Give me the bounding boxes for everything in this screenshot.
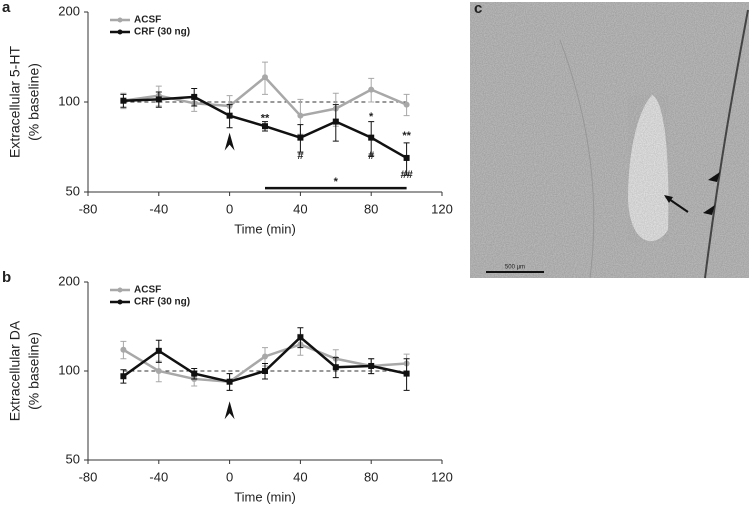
y-tick-label: 100 xyxy=(58,362,80,377)
legend-marker xyxy=(117,299,123,305)
x-tick-label: -40 xyxy=(149,469,168,484)
marker xyxy=(368,134,375,141)
marker xyxy=(403,370,410,377)
y-tick-label: 200 xyxy=(58,273,80,288)
x-axis-title: Time (min) xyxy=(234,489,296,504)
chart: b 50 100 200 -80 -40 0 40 80 120 Time (min) Extrace… xyxy=(2,269,453,504)
x-tick-label: 40 xyxy=(293,201,307,216)
arrow xyxy=(224,401,235,420)
marker xyxy=(120,97,127,104)
legend-label: ACSF xyxy=(134,15,161,26)
marker xyxy=(403,101,410,108)
marker xyxy=(332,364,339,371)
y-tick-label: 200 xyxy=(58,3,80,18)
y-tick-label: 50 xyxy=(66,451,80,466)
x-tick-label: 80 xyxy=(364,201,378,216)
x-tick-label: 0 xyxy=(226,469,233,484)
marker xyxy=(262,74,268,81)
marker xyxy=(368,362,375,369)
x-tick-label: 40 xyxy=(293,469,307,484)
marker xyxy=(368,86,375,93)
y-axis-title: (% baseline) xyxy=(26,332,42,410)
y-tick-label: 50 xyxy=(66,183,80,198)
annotation: ** xyxy=(402,130,411,142)
legend-marker xyxy=(117,17,123,23)
marker xyxy=(297,112,304,119)
marker xyxy=(297,334,304,341)
x-tick-label: -80 xyxy=(79,201,98,216)
x-tick-label: 120 xyxy=(431,469,453,484)
marker xyxy=(226,112,233,119)
marker xyxy=(120,373,127,380)
legend-label: ACSF xyxy=(134,285,161,296)
scale-label: 500 µm xyxy=(505,265,525,271)
legend-label: CRF (30 ng) xyxy=(134,27,190,38)
y-axis-title: Extracellular 5-HT xyxy=(7,46,23,158)
x-tick-label: 80 xyxy=(364,469,378,484)
marker xyxy=(262,123,268,130)
marker xyxy=(332,118,339,125)
x-tick-label: -40 xyxy=(149,201,168,216)
marker xyxy=(120,346,127,353)
arrow xyxy=(224,132,235,151)
legend-marker xyxy=(117,287,123,293)
marker xyxy=(191,370,198,377)
chart: a 50 100 200 -80 -40 0 40 80 120 Time (min) Extrace… xyxy=(2,0,453,236)
marker xyxy=(226,378,233,385)
annotation: * xyxy=(369,111,374,123)
panel-label: c xyxy=(474,0,482,17)
marker xyxy=(297,134,304,141)
annotation: # xyxy=(368,150,374,162)
panel-label: a xyxy=(2,0,11,16)
panel-label: b xyxy=(2,269,11,286)
annotation: # xyxy=(297,150,303,162)
annotation: ** xyxy=(261,113,270,125)
marker xyxy=(191,93,198,100)
legend-label: CRF (30 ng) xyxy=(134,297,190,308)
marker xyxy=(262,353,268,360)
marker xyxy=(155,347,162,354)
x-tick-label: 0 xyxy=(226,201,233,216)
legend-marker xyxy=(117,29,123,35)
marker xyxy=(155,368,162,374)
y-axis-title: Extracellular DA xyxy=(7,320,23,421)
x-axis-title: Time (min) xyxy=(234,221,296,236)
x-tick-label: -80 xyxy=(79,469,98,484)
y-axis-title: (% baseline) xyxy=(26,63,42,141)
marker xyxy=(262,368,268,374)
x-tick-label: 120 xyxy=(431,201,453,216)
y-tick-label: 100 xyxy=(58,93,80,108)
marker xyxy=(403,154,410,161)
annotation: * xyxy=(334,176,339,188)
marker xyxy=(155,96,162,103)
annotation: ## xyxy=(400,169,412,181)
micrograph: 500 µm c xyxy=(470,0,749,279)
